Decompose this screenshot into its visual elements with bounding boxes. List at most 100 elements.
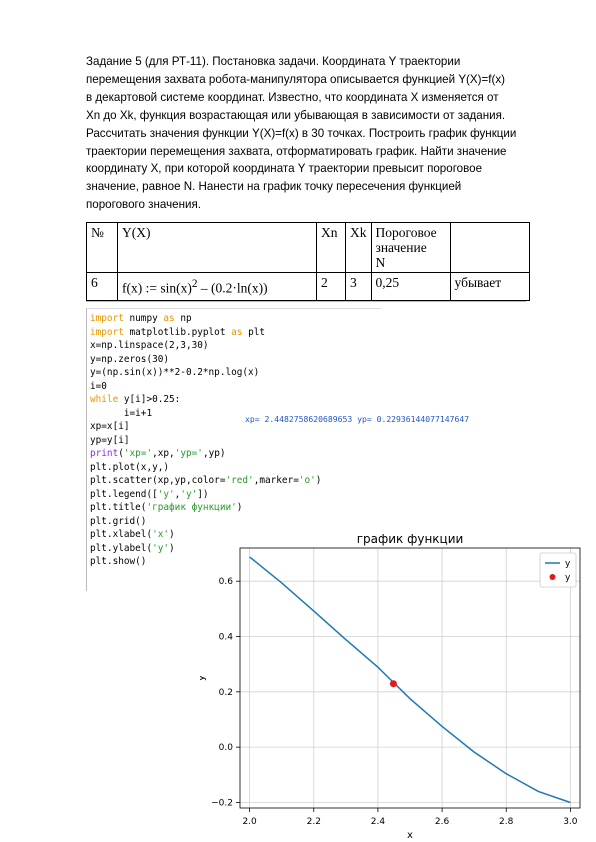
table-data-row: 6 f(x) := sin(x)2 – (0.2·ln(x)) 2 3 0,25… [87, 273, 530, 301]
code-token: as [231, 327, 242, 338]
threshold-header-line: N [376, 255, 446, 270]
function-rest: – (0.2·ln(x)) [197, 281, 267, 296]
code-token: import [90, 327, 124, 338]
code-line: while y[i]>0.25: [90, 393, 321, 407]
code-line: y=(np.sin(x))**2-0.2*np.log(x) [90, 366, 321, 380]
code-token: print [90, 448, 118, 459]
code-token: plt.show() [90, 556, 146, 567]
code-line: plt.title('график функции') [90, 501, 321, 515]
function-main: f(x) := sin(x) [122, 281, 192, 296]
code-token: np [175, 313, 192, 324]
code-token: plt.legend([ [90, 489, 158, 500]
code-token: 'график функции' [146, 502, 236, 513]
cell-xk: 3 [346, 273, 372, 301]
task-line: в декартовой системе координат. Известно… [86, 89, 556, 107]
code-token: plt.plot(x,y,) [90, 462, 169, 473]
x-tick-label: 2.8 [499, 817, 514, 827]
threshold-point [390, 680, 397, 687]
function-line [250, 557, 571, 803]
code-line: y=np.zeros(30) [90, 353, 321, 367]
code-line: i=0 [90, 380, 321, 394]
cell-xn: 2 [317, 273, 346, 301]
code-token: plt.scatter(xp,yp,color= [90, 475, 225, 486]
code-token: plt.title( [90, 502, 146, 513]
code-token: ) [169, 529, 175, 540]
code-line: plt.scatter(xp,yp,color='red',marker='o'… [90, 474, 321, 488]
code-token: i=i+1 [90, 408, 152, 419]
section-divider [86, 301, 526, 302]
legend-marker-swatch [550, 574, 556, 580]
task-line: Задание 5 (для РТ-11). Постановка задачи… [86, 53, 556, 71]
code-token: ) [237, 502, 243, 513]
plot-frame [240, 548, 580, 808]
code-token: ]) [197, 489, 208, 500]
code-token: 'yp=' [175, 448, 203, 459]
code-token: y=(np.sin(x))**2-0.2*np.log(x) [90, 367, 259, 378]
code-token: matplotlib.pyplot [124, 327, 231, 338]
code-token: y[i]>0.25: [118, 394, 180, 405]
task-line: перемещения захвата робота-манипулятора … [86, 71, 556, 89]
function-chart: 2.0 2.2 2.4 2.6 2.8 3.0 −0.2 0.0 0.2 0.4 0.6 графи… [200, 528, 596, 842]
x-tick-label: 2.4 [371, 817, 386, 827]
col-xn-header: Xn [317, 223, 346, 273]
code-token: ) [316, 475, 322, 486]
code-token: while [90, 394, 118, 405]
code-token: 'xp=' [124, 448, 152, 459]
x-tick-label: 2.6 [435, 817, 450, 827]
task-line: Рассчитать значения функции Y(X)=f(x) в … [86, 125, 556, 143]
task-line: траектории перемещения захвата, отформат… [86, 143, 556, 161]
y-tick-label: −0.2 [211, 798, 233, 808]
code-line: x=np.linspace(2,3,30) [90, 339, 321, 353]
code-token: 'y' [180, 489, 197, 500]
code-token: 'o' [299, 475, 316, 486]
code-token: ,marker= [254, 475, 299, 486]
threshold-header-line: значение [376, 240, 446, 255]
task-line: координату X, при которой координата Y т… [86, 160, 556, 178]
program-output: xp= 2.4482758620689653 yp= 0.22936144077… [245, 414, 469, 424]
threshold-header-line: Пороговое [376, 225, 446, 240]
code-token: 'y' [152, 543, 169, 554]
chart-grid [240, 548, 580, 808]
y-axis-label: y [200, 675, 207, 681]
task-line: Xn до Xk, функция возрастающая или убыва… [86, 107, 556, 125]
y-tick-label: 0.0 [219, 743, 234, 753]
code-token: 'y' [158, 489, 175, 500]
parameters-table: № Y(X) Xn Xk Пороговое значение N 6 f(x)… [86, 222, 530, 301]
code-token: numpy [124, 313, 164, 324]
col-threshold-header: Пороговое значение N [371, 223, 450, 273]
legend-label: y [565, 573, 571, 583]
code-line: plt.plot(x,y,) [90, 461, 321, 475]
code-token: yp=y[i] [90, 435, 130, 446]
code-line: import matplotlib.pyplot as plt [90, 326, 321, 340]
code-token: plt [242, 327, 265, 338]
x-tick-label: 3.0 [563, 817, 578, 827]
col-function-header: Y(X) [118, 223, 317, 273]
code-token: plt.ylabel( [90, 543, 152, 554]
task-description: Задание 5 (для РТ-11). Постановка задачи… [86, 53, 556, 214]
code-token: as [163, 313, 174, 324]
chart-series [250, 557, 571, 803]
chart-title: график функции [357, 532, 464, 546]
legend-box [540, 553, 576, 587]
code-line: plt.legend(['y','y']) [90, 488, 321, 502]
code-line: import numpy as np [90, 312, 321, 326]
code-token: x=np.linspace(2,3,30) [90, 340, 209, 351]
table-header-row: № Y(X) Xn Xk Пороговое значение N [87, 223, 530, 273]
code-token: plt.grid() [90, 516, 146, 527]
cell-function: f(x) := sin(x)2 – (0.2·ln(x)) [118, 273, 317, 301]
code-token: xp=x[i] [90, 421, 130, 432]
code-token: y=np.zeros(30) [90, 354, 169, 365]
task-line: порогового значения. [86, 196, 556, 214]
chart-legend: yy [540, 553, 576, 587]
code-token: ,yp) [203, 448, 226, 459]
x-tick-label: 2.0 [242, 817, 257, 827]
col-xk-header: Xk [346, 223, 372, 273]
code-line: plt.grid() [90, 515, 321, 529]
legend-label: y [565, 559, 571, 569]
col-trend-header [450, 223, 529, 273]
code-token: 'x' [152, 529, 169, 540]
code-token: i=0 [90, 381, 107, 392]
code-token: plt.xlabel( [90, 529, 152, 540]
y-tick-label: 0.2 [219, 688, 233, 698]
task-line: значение, равное N. Нанести на график то… [86, 178, 556, 196]
